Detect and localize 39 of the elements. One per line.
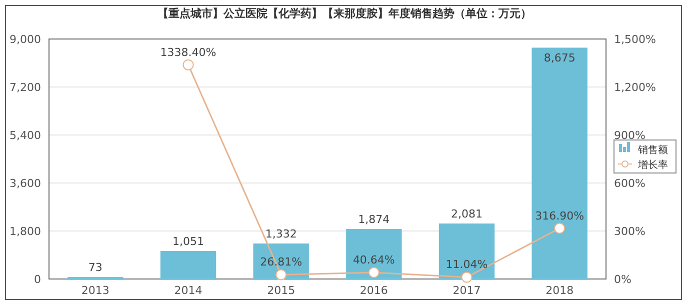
data-label: 40.64% (352, 254, 395, 266)
point (368, 267, 380, 278)
y-tick-label: 3,600 (10, 177, 41, 190)
y-tick-label: 0 (34, 273, 41, 286)
y-tick-label: 9,000 (10, 33, 41, 46)
data-label: 11.04% (446, 258, 488, 272)
x-tick-label: 2015 (267, 284, 296, 297)
bar (438, 224, 495, 279)
x-tick-label: 2014 (174, 284, 202, 297)
data-label: 2,081 (451, 208, 482, 221)
y2-tick-label: 0% (614, 273, 632, 286)
point (461, 272, 472, 283)
bar (532, 48, 588, 279)
y2-tick-label: 1,500% (614, 33, 656, 46)
title: 【重点城市】公立医院【化学药】【来那度胺】年度销售趋势（单位：万元） (158, 7, 532, 20)
y2-tick-label: 600% (614, 177, 646, 190)
y-tick-label: 7,200 (10, 81, 41, 94)
data-label: 8,675 (544, 52, 576, 65)
data-label: 1,051 (172, 234, 204, 248)
bar (160, 250, 216, 279)
point (554, 222, 566, 234)
data-label: 1338.40% (160, 46, 216, 59)
data-label: 73 (88, 261, 102, 274)
x-tick-label: 2017 (452, 284, 481, 297)
y-tick-label: 5,400 (10, 129, 41, 142)
y2-tick-label: 1,200% (614, 81, 656, 94)
x-tick-label: 2013 (81, 284, 110, 297)
y2-tick-label: 900% (614, 129, 646, 142)
y-tick-label: 1,800 (10, 225, 41, 238)
data-label: 316.90% (535, 209, 584, 222)
legend-label: 增长率 (637, 159, 668, 171)
data-label: 1,332 (265, 227, 297, 240)
y2-tick-label: 300% (614, 225, 646, 238)
point (276, 269, 287, 280)
bar (346, 229, 402, 279)
x-tick-label: 2016 (360, 284, 388, 297)
x-tick-label: 2018 (546, 284, 574, 297)
legend-label: 销售额 (637, 144, 668, 156)
data-label: 1,874 (358, 213, 390, 226)
